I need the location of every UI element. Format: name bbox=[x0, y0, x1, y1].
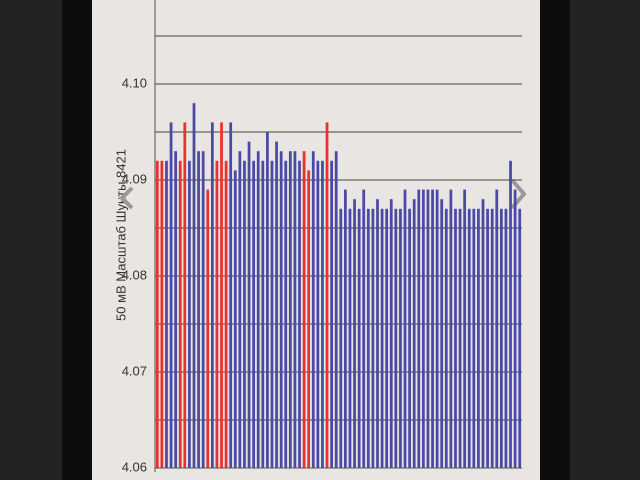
bar bbox=[229, 122, 233, 469]
bar bbox=[376, 199, 379, 468]
bar bbox=[334, 151, 338, 468]
bar bbox=[279, 151, 283, 468]
bar bbox=[431, 189, 434, 468]
bar bbox=[321, 160, 324, 469]
bar bbox=[513, 189, 517, 468]
bar bbox=[389, 199, 393, 468]
bar bbox=[307, 170, 311, 468]
bar bbox=[165, 160, 168, 469]
bar bbox=[403, 189, 407, 468]
bar bbox=[509, 160, 512, 469]
bar bbox=[220, 122, 223, 469]
bar bbox=[371, 208, 375, 469]
prev-arrow[interactable] bbox=[119, 186, 134, 210]
bar bbox=[495, 189, 499, 468]
bar bbox=[266, 132, 269, 468]
bar bbox=[504, 208, 508, 469]
bar bbox=[247, 141, 251, 468]
bar bbox=[518, 208, 522, 469]
bar bbox=[155, 160, 159, 469]
bar bbox=[394, 208, 398, 469]
bar bbox=[458, 208, 462, 469]
bar bbox=[284, 160, 288, 469]
y-tick-label: 4.07 bbox=[122, 363, 147, 378]
bar bbox=[362, 189, 366, 468]
bar bbox=[385, 208, 389, 469]
bar bbox=[399, 208, 402, 469]
bar bbox=[325, 122, 329, 469]
y-tick-label: 4.09 bbox=[122, 171, 147, 186]
bar bbox=[183, 122, 187, 469]
bar bbox=[288, 151, 292, 468]
bar bbox=[435, 189, 439, 468]
bar bbox=[243, 160, 246, 469]
bar bbox=[252, 160, 256, 469]
bar bbox=[275, 141, 278, 468]
bar bbox=[486, 208, 489, 469]
bar bbox=[353, 199, 356, 468]
bar bbox=[408, 208, 411, 469]
bar bbox=[206, 189, 210, 468]
y-tick-label: 4.06 bbox=[122, 459, 147, 474]
bar bbox=[426, 189, 430, 468]
bar bbox=[467, 208, 471, 469]
bar bbox=[256, 151, 260, 468]
bar bbox=[293, 151, 297, 468]
bar bbox=[197, 151, 200, 468]
bar bbox=[311, 151, 315, 468]
bar bbox=[412, 199, 416, 468]
bar bbox=[417, 189, 421, 468]
bar bbox=[348, 208, 352, 469]
bar bbox=[421, 189, 425, 468]
y-tick-label: 4.08 bbox=[122, 267, 147, 282]
bar bbox=[463, 189, 467, 468]
y-tick-label: 4.10 bbox=[122, 75, 147, 90]
bar bbox=[472, 208, 476, 469]
bar bbox=[201, 151, 205, 468]
bar bbox=[499, 208, 503, 469]
bar bbox=[169, 122, 173, 469]
bar bbox=[357, 208, 361, 469]
bar bbox=[174, 151, 178, 468]
bar bbox=[449, 189, 453, 468]
bar bbox=[270, 160, 274, 469]
bar bbox=[192, 103, 196, 468]
bar bbox=[224, 160, 228, 469]
bar bbox=[339, 208, 343, 469]
bar bbox=[188, 160, 191, 469]
bar bbox=[298, 160, 301, 469]
bar bbox=[490, 208, 494, 469]
bar bbox=[477, 208, 480, 469]
bar bbox=[238, 151, 242, 468]
bar bbox=[444, 208, 448, 469]
bar bbox=[330, 160, 333, 469]
bar bbox=[454, 208, 457, 469]
bar bbox=[233, 170, 237, 468]
bar bbox=[316, 160, 320, 469]
bar bbox=[344, 189, 347, 468]
y-axis-label: 50 мВ Масштаб Шунты 8421 bbox=[113, 149, 128, 321]
bar bbox=[302, 151, 306, 468]
bar bbox=[215, 160, 219, 469]
bar bbox=[366, 208, 370, 469]
bar bbox=[210, 122, 214, 469]
bar bbox=[178, 160, 182, 469]
bar bbox=[440, 199, 444, 468]
bar bbox=[261, 160, 265, 469]
bar bbox=[160, 160, 164, 469]
bar bbox=[380, 208, 384, 469]
bar bbox=[481, 199, 485, 468]
